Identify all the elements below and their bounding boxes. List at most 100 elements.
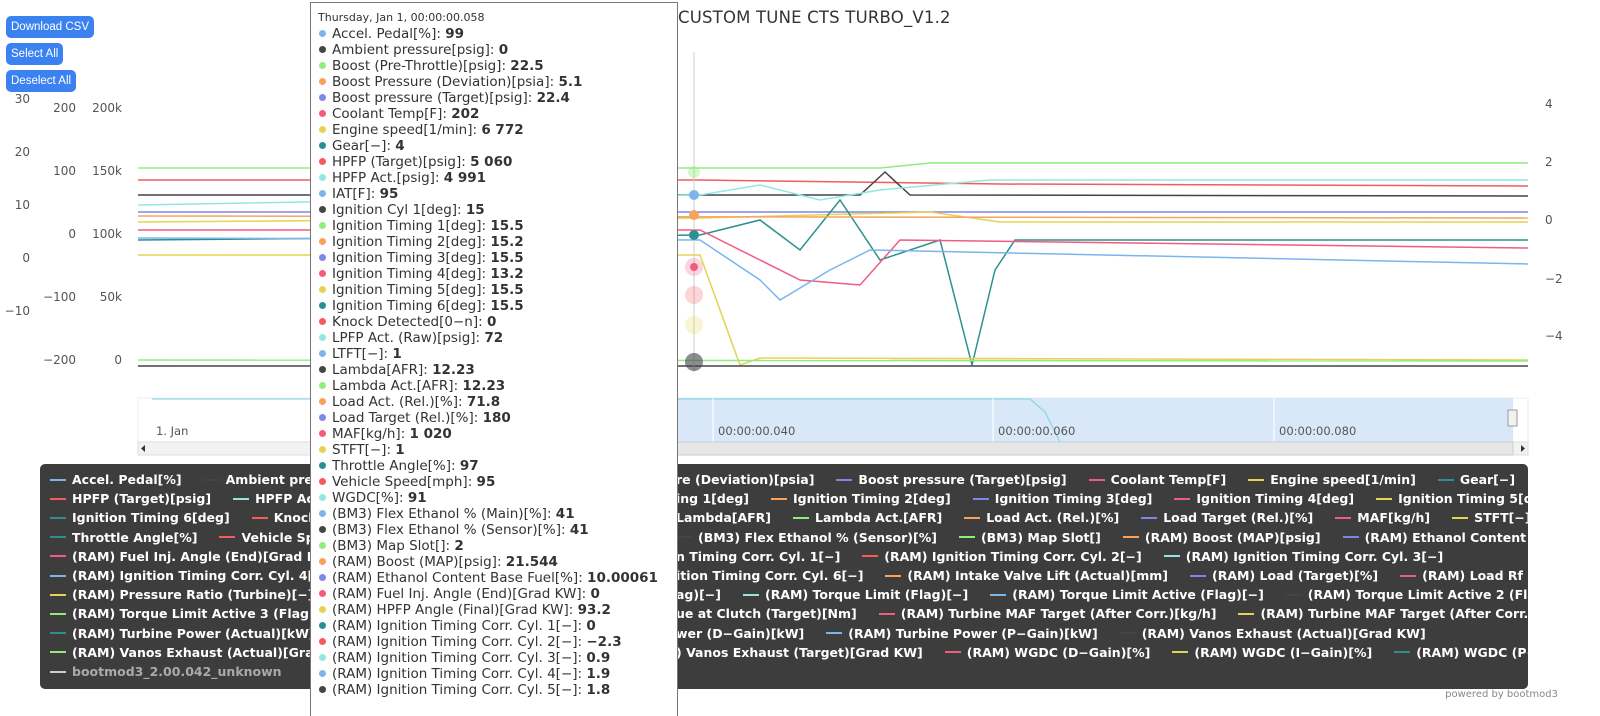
separator: : [400, 426, 410, 442]
series-name: (RAM) Ignition Timing Corr. Cyl. 4[−] [332, 666, 578, 682]
legend-item[interactable]: n Timing Corr. Cyl. 1[−] [676, 549, 840, 564]
legend-label: (BM3) Map Slot[] [980, 529, 1101, 545]
legend-swatch [770, 497, 787, 500]
scroll-left-arrow[interactable] [141, 445, 145, 452]
legend-swatch [219, 536, 236, 539]
deselect-all-button[interactable]: Deselect All [6, 70, 77, 92]
legend-item[interactable]: bootmod3_2.00.042_unknown [50, 664, 282, 679]
legend-item[interactable]: (RAM) Pressure Ratio (Turbine)[−] [50, 587, 314, 602]
legend-item[interactable]: (RAM) Boost (MAP)[psig] [1122, 530, 1321, 545]
legend-item[interactable]: Boost pressure (Target)[psig] [836, 472, 1067, 487]
legend-item[interactable]: Accel. Pedal[%] [50, 472, 182, 487]
legend-swatch [1248, 478, 1265, 481]
tooltip-item: (RAM) Ignition Timing Corr. Cyl. 5[−]: 1… [311, 682, 677, 698]
legend-item[interactable]: (RAM) Ethanol Content Base Fuel[%] [1342, 530, 1528, 545]
plot-area [137, 52, 1529, 456]
separator: : [481, 218, 491, 234]
series-name: (BM3) Flex Ethanol % (Sensor)[%] [332, 522, 561, 538]
legend-item[interactable]: (RAM) Turbine MAF Target (After Corr.)[k… [1238, 606, 1528, 621]
legend-item[interactable]: (RAM) Ignition Timing Corr. Cyl. 2[−] [862, 549, 1142, 564]
legend-item[interactable]: (RAM) Turbine Power (Actual)[kW] [50, 626, 315, 641]
legend-item[interactable]: ag)[−] [676, 587, 721, 602]
legend-item[interactable]: (RAM) Torque Limit Active 2 (Flag)[−] [1285, 587, 1528, 602]
legend-item[interactable]: (RAM) WGDC (I−Gain)[%] [1172, 645, 1372, 660]
legend-item[interactable]: (RAM) Turbine MAF Target (After Corr.)[k… [878, 606, 1216, 621]
legend-item[interactable]: Throttle Angle[%] [50, 530, 197, 545]
series-name: Load Target (Rel.)[%] [332, 410, 474, 426]
series-name: Ignition Timing 4[deg] [332, 266, 482, 282]
credits[interactable]: powered by bootmod3 [1445, 689, 1558, 700]
legend-item[interactable]: (RAM) Fuel Inj. Angle (End)[Grad KW] [50, 549, 336, 564]
legend-item[interactable]: wer (D−Gain)[kW] [676, 626, 804, 641]
legend-item[interactable]: (RAM) Load (Target)[%] [1190, 568, 1378, 583]
legend-item[interactable]: ) Vanos Exhaust (Target)[Grad KW] [676, 645, 923, 660]
legend-item[interactable]: Coolant Temp[F] [1088, 472, 1226, 487]
series-value: 95 [476, 474, 496, 490]
series-dot [319, 270, 326, 277]
legend-item[interactable]: (RAM) Torque Limit Active 3 (Flag)[−] [50, 606, 337, 621]
separator: : [386, 442, 396, 458]
tooltip-item: Lambda Act.[AFR]: 12.23 [311, 378, 677, 394]
legend-item[interactable]: Engine speed[1/min] [1248, 472, 1416, 487]
legend-item[interactable]: Gear[−] [1437, 472, 1516, 487]
legend-label: (RAM) Turbine Power (P−Gain)[kW] [848, 625, 1098, 641]
legend-item[interactable]: (RAM) WGDC (P−Gain)[%] [1394, 645, 1528, 660]
legend-item[interactable]: (RAM) Load Rf (Actual)[%] [1400, 568, 1528, 583]
series-name: (RAM) Boost (MAP)[psig] [332, 554, 497, 570]
separator: : [445, 538, 455, 554]
series-name: LPFP Act. (Raw)[psig] [332, 330, 476, 346]
legend-item[interactable]: (BM3) Flex Ethanol % (Sensor)[%] [676, 530, 937, 545]
legend-item[interactable]: Ignition Timing 5[deg] [1376, 491, 1528, 506]
legend-item[interactable]: ue at Clutch (Target)[Nm] [676, 606, 857, 621]
legend-swatch [676, 536, 692, 539]
legend-item[interactable]: (BM3) Map Slot[] [958, 529, 1101, 545]
legend-label: Throttle Angle[%] [72, 529, 198, 545]
download-csv-button[interactable]: Download CSV [6, 16, 94, 38]
series-dot [319, 126, 326, 133]
legend-item[interactable]: Lambda Act.[AFR] [793, 510, 942, 525]
series-value: 4 991 [443, 170, 487, 186]
legend-item[interactable]: (RAM) Ignition Timing Corr. Cyl. 3[−] [1163, 549, 1443, 564]
legend-item[interactable]: ition Timing Corr. Cyl. 6[−] [676, 568, 863, 583]
scrollbar-thumb[interactable] [599, 441, 1514, 456]
legend-item[interactable]: Ignition Timing 3[deg] [972, 491, 1152, 506]
legend-item[interactable]: (RAM) WGDC (D−Gain)[%] [944, 645, 1150, 660]
legend-item[interactable]: STFT[−] [1452, 510, 1528, 525]
legend-swatch [1376, 497, 1393, 500]
legend-item[interactable]: (RAM) Ignition Timing Corr. Cyl. 4[−] [50, 568, 329, 583]
legend-swatch [50, 574, 66, 577]
legend-item[interactable]: (RAM) Vanos Exhaust (Actual)[Grad KW] [1119, 626, 1426, 641]
scroll-right-arrow[interactable] [1521, 445, 1525, 452]
legend-swatch [50, 593, 66, 596]
legend-item[interactable]: HPFP (Target)[psig] [50, 491, 211, 506]
legend-item[interactable]: (RAM) Intake Valve Lift (Actual)[mm] [885, 568, 1168, 583]
series-dot [319, 622, 326, 629]
series-value: 97 [459, 458, 479, 474]
legend-item[interactable]: Ignition Timing 2[deg] [770, 491, 951, 506]
legend-item[interactable]: Ignition Timing 4[deg] [1174, 491, 1354, 506]
series-value: 0 [586, 618, 596, 634]
series-name: MAF[kg/h] [332, 426, 401, 442]
legend-label: Gear[−] [1459, 472, 1516, 487]
legend-item[interactable]: ing 1[deg] [676, 491, 749, 506]
legend-item[interactable]: (RAM) Vanos Exhaust (Actual)[Grad KW] [50, 645, 356, 660]
series-value: 202 [451, 106, 480, 122]
legend-item[interactable]: (RAM) Turbine Power (P−Gain)[kW] [826, 625, 1098, 641]
select-all-button[interactable]: Select All [6, 43, 64, 65]
legend-item[interactable]: Load Act. (Rel.)[%] [964, 510, 1119, 525]
legend-item[interactable]: Lambda[AFR] [676, 510, 771, 525]
legend-item[interactable]: Ignition Timing 6[deg] [50, 510, 230, 525]
legend-item[interactable]: re (Deviation)[psia] [676, 472, 814, 487]
series-name: Load Act. (Rel.)[%] [332, 394, 458, 410]
separator: : [577, 618, 587, 634]
series-name: Ignition Timing 1[deg] [332, 218, 482, 234]
legend-item[interactable]: (RAM) Torque Limit Active (Flag)[−] [990, 587, 1264, 602]
series-value: 0 [486, 314, 497, 330]
navigator-handle[interactable] [1507, 409, 1518, 427]
legend-item[interactable]: Load Target (Rel.)[%] [1141, 510, 1313, 525]
legend-item[interactable]: (RAM) Torque Limit (Flag)[−] [743, 587, 968, 602]
series-name: Vehicle Speed[mph] [332, 474, 468, 490]
series-value: 15.5 [490, 282, 524, 298]
legend-item[interactable]: MAF[kg/h] [1335, 510, 1430, 525]
separator: : [370, 186, 380, 202]
